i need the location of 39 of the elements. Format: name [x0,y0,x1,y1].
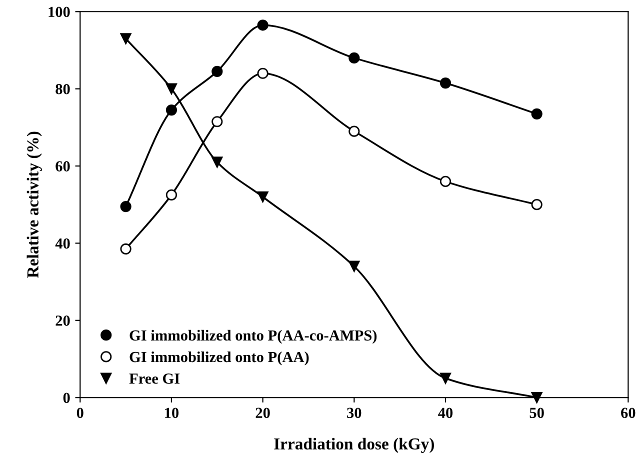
point [257,20,268,31]
point [166,83,178,94]
point [531,108,542,120]
y-tick-label: 20 [56,316,70,326]
point [531,199,542,210]
point [212,66,223,78]
x-tick-label: 40 [438,408,453,418]
point [166,104,178,116]
y-tick-label: 100 [48,6,70,18]
x-tick-label: 50 [530,408,544,418]
y-tick-label: 40 [55,238,70,249]
point [120,243,132,255]
x-tick-label: 0 [76,408,84,418]
point [348,126,360,137]
point [212,156,223,168]
point [120,33,132,44]
legend-label: GI immobilized onto P(AA-co-AMPS) [130,330,377,344]
point [440,176,452,187]
point [348,260,360,272]
point [257,68,268,79]
point [440,77,452,89]
x-tick-label: 30 [347,408,362,418]
point [212,116,223,128]
point [440,372,452,384]
point [531,392,542,404]
legend-label: GI immobilized onto P(AA) [130,351,309,366]
point [257,191,268,202]
point [166,189,178,201]
y-tick-label: 60 [56,161,70,172]
point [120,200,132,212]
x-axis-title: Irradiation dose (kGy) [274,438,434,453]
legend-label: Free GI [129,374,180,384]
x-tick-label: 20 [256,408,270,418]
y-tick-label: 0 [63,392,70,404]
y-axis-title: Relative activity (%) [26,132,42,278]
y-tick-label: 80 [56,84,70,94]
point [348,52,360,64]
x-tick-label: 60 [621,408,636,418]
x-tick-label: 10 [165,408,179,418]
